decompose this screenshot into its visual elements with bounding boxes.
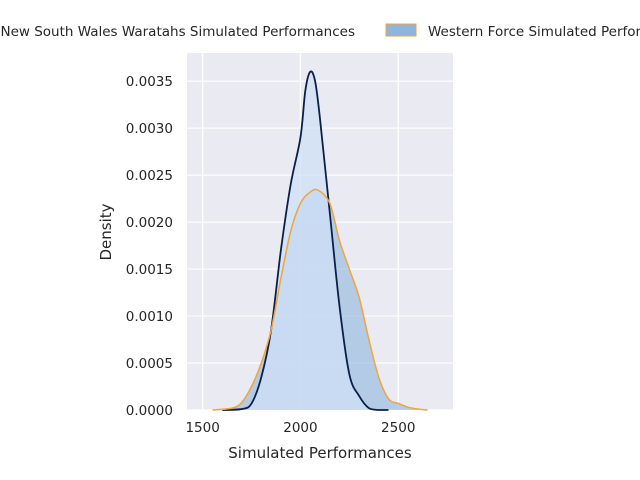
y-tick-label-2: 0.0010	[126, 309, 173, 325]
density-lines	[212, 70, 428, 411]
x-tick-labels: 1500 2000 2500	[185, 420, 415, 436]
x-tick-label-0: 1500	[185, 420, 219, 436]
y-tick-label-1: 0.0005	[126, 356, 173, 372]
x-axis-label: Simulated Performances	[228, 444, 412, 462]
legend-entry-waratahs: New South Wales Waratahs Simulated Perfo…	[0, 24, 355, 40]
line-western-force	[212, 188, 428, 411]
y-tick-label-4: 0.0020	[126, 215, 173, 231]
y-tick-label-6: 0.0030	[126, 121, 173, 137]
y-tick-label-5: 0.0025	[126, 168, 173, 184]
y-tick-labels: 0.0000 0.0005 0.0010 0.0015 0.0020 0.0025 0.00…	[126, 74, 173, 419]
legend-entry-western-force: Western Force Simulated Performances	[385, 23, 640, 40]
line-waratahs	[222, 70, 389, 411]
area-waratahs	[222, 71, 389, 410]
y-tick-label-0: 0.0000	[126, 403, 173, 419]
x-tick-label-2: 2500	[381, 420, 415, 436]
legend-label-western-force: Western Force Simulated Performances	[428, 24, 640, 40]
y-tick-label-7: 0.0035	[126, 74, 173, 90]
legend-swatch-western-force	[385, 23, 417, 37]
legend: New South Wales Waratahs Simulated Perfo…	[0, 23, 640, 40]
y-axis-label: Density	[97, 203, 115, 260]
y-tick-label-3: 0.0015	[126, 262, 173, 278]
legend-label-waratahs: New South Wales Waratahs Simulated Perfo…	[0, 24, 355, 40]
x-tick-label-1: 2000	[283, 420, 317, 436]
